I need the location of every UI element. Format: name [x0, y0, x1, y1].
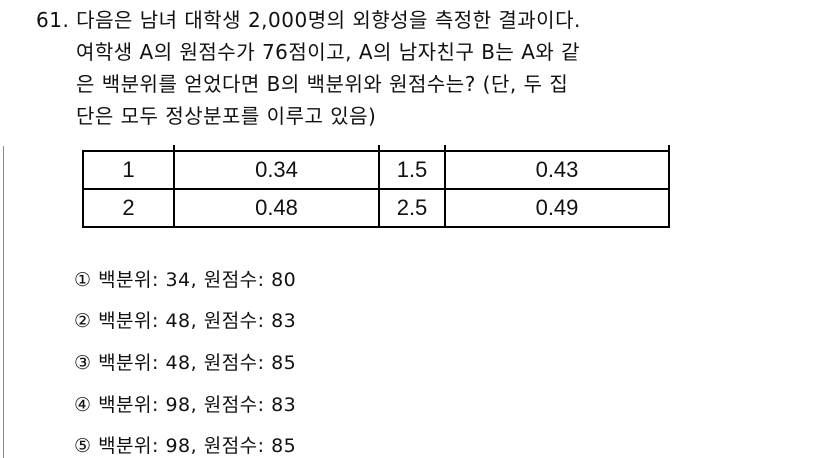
table-cell: 2.5: [378, 188, 446, 228]
table-cell: 0.34: [173, 150, 380, 190]
table-row: 1 0.34 1.5 0.43: [82, 150, 670, 190]
question-text: 61. 다음은 남녀 대학생 2,000명의 외향성을 측정한 결과이다. 여학…: [36, 4, 581, 132]
question-line: 여학생 A의 원점수가 76점이고, A의 남자친구 B는 A와 같: [76, 40, 581, 64]
table-cell: 0.48: [173, 188, 380, 228]
question-line: 단은 모두 정상분포를 이루고 있음): [76, 104, 377, 128]
question-line: 은 백분위를 얻었다면 B의 백분위와 원점수는? (단, 두 집: [76, 72, 569, 96]
table-cell: 0.43: [444, 150, 670, 190]
question-number: 61.: [36, 8, 70, 32]
option-3[interactable]: ③ 백분위: 48, 원점수: 85: [74, 352, 297, 374]
table-divider: [668, 145, 670, 151]
margin-line: [3, 146, 4, 458]
option-4[interactable]: ④ 백분위: 98, 원점수: 83: [74, 394, 297, 416]
option-1[interactable]: ① 백분위: 34, 원점수: 80: [74, 269, 297, 291]
table-divider: [173, 145, 175, 151]
question-line: 다음은 남녀 대학생 2,000명의 외향성을 측정한 결과이다.: [76, 8, 581, 32]
table-divider: [444, 145, 446, 151]
table-cell: 1.5: [378, 150, 446, 190]
table-cell: 0.49: [444, 188, 670, 228]
table-divider: [378, 145, 380, 151]
table-cell: 2: [82, 188, 175, 228]
option-2[interactable]: ② 백분위: 48, 원점수: 83: [74, 310, 297, 332]
table-row: 2 0.48 2.5 0.49: [82, 188, 670, 228]
option-5[interactable]: ⑤ 백분위: 98, 원점수: 85: [74, 435, 297, 457]
table-cell: 1: [82, 150, 175, 190]
z-score-table: 1 0.34 1.5 0.43 2 0.48 2.5 0.49: [82, 150, 670, 228]
